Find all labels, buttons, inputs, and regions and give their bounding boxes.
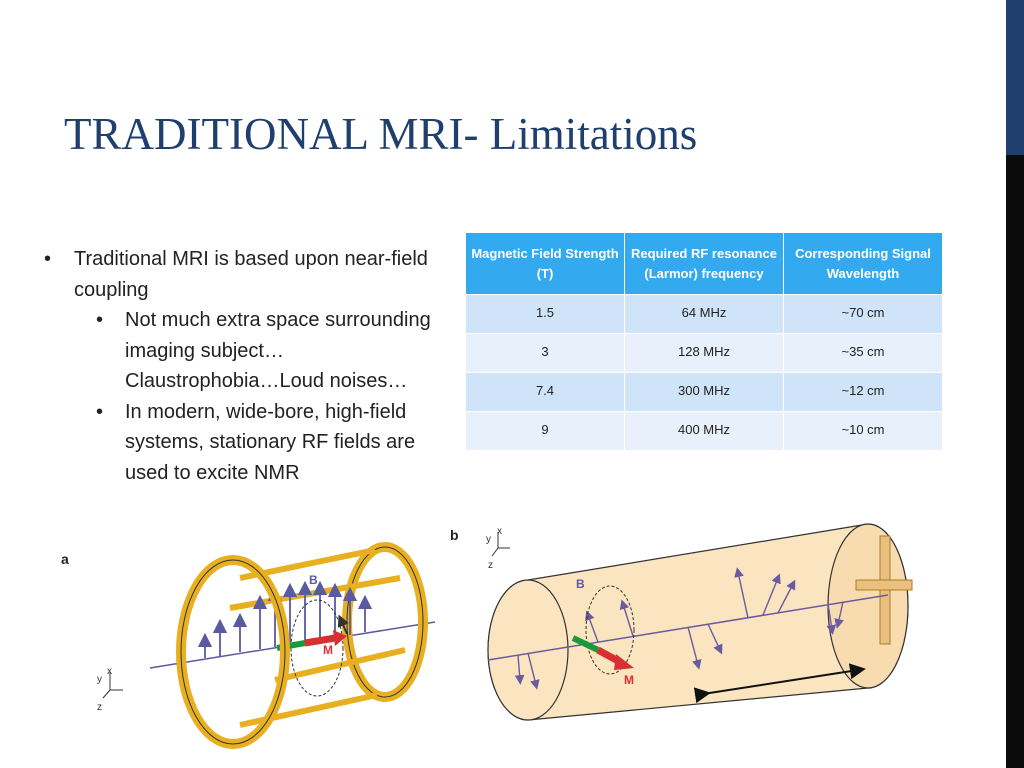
axis-label-y: y <box>97 674 102 685</box>
traveling-field-arrows <box>514 567 844 690</box>
wide-bore-figure: b B M y x z <box>450 523 913 721</box>
table-cell: ~35 cm <box>783 333 943 373</box>
coil-back-ring-outline <box>346 546 424 698</box>
bullet-list: Traditional MRI is based upon near-field… <box>40 244 440 488</box>
travel-direction-arrow <box>693 663 866 704</box>
axis-label-z: z <box>97 702 102 713</box>
header-larmor-frequency: Required RF resonance (Larmor) frequency <box>624 232 784 295</box>
bullet-sub-stationary-rf: In modern, wide-bore, high-field systems… <box>40 397 433 489</box>
rf-wavelength-table: Magnetic Field Strength (T) Required RF … <box>465 232 943 451</box>
right-edge-accent <box>1006 0 1024 155</box>
m-vector-head-b <box>614 654 634 670</box>
table-cell: ~70 cm <box>783 294 943 334</box>
antenna-cross <box>855 535 913 645</box>
table-cell: 400 MHz <box>624 411 784 451</box>
slide-title: TRADITIONAL MRI- Limitations <box>64 109 698 159</box>
axes-icon-b <box>491 532 510 557</box>
axis-label-x: x <box>107 666 112 677</box>
m-vector-red <box>304 634 336 647</box>
axis-label-y-b: y <box>486 534 491 545</box>
precession-path-b <box>585 585 635 675</box>
table-row: 1.5 64 MHz ~70 cm <box>465 294 943 334</box>
coil-front-ring-outline <box>180 559 286 745</box>
bullet-main: Traditional MRI is based upon near-field… <box>40 244 440 305</box>
table-cell: 64 MHz <box>624 294 784 334</box>
axes-icon-a <box>102 672 123 699</box>
axis-label-z-b: z <box>488 560 493 571</box>
panel-a-label: a <box>61 551 69 567</box>
table-row: 9 400 MHz ~10 cm <box>465 411 943 451</box>
rotation-arrow <box>337 614 349 635</box>
axis-label-x-b: x <box>497 526 502 537</box>
label-b-field-2: B <box>576 577 585 591</box>
m-vector-head <box>333 630 347 646</box>
label-b-field: B <box>309 573 318 587</box>
bore-cylinder-end <box>827 523 909 689</box>
header-wavelength: Corresponding Signal Wavelength <box>783 232 943 295</box>
table-cell: 3 <box>465 333 625 373</box>
table-cell: 7.4 <box>465 372 625 412</box>
birdcage-coil-figure: a B M y x z <box>61 542 436 749</box>
precession-path <box>290 599 344 697</box>
table-cell: ~10 cm <box>783 411 943 451</box>
panel-b-label: b <box>450 527 459 543</box>
table-cell: ~12 cm <box>783 372 943 412</box>
table-cell: 9 <box>465 411 625 451</box>
table-cell: 300 MHz <box>624 372 784 412</box>
table-row: 7.4 300 MHz ~12 cm <box>465 372 943 412</box>
table-row: 3 128 MHz ~35 cm <box>465 333 943 373</box>
bore-cylinder-front <box>487 579 569 721</box>
label-m-vector: M <box>323 643 333 657</box>
table-header-row: Magnetic Field Strength (T) Required RF … <box>465 232 943 295</box>
bullet-sub-claustrophobia: Not much extra space surrounding imaging… <box>40 305 433 397</box>
m-vector-green-b <box>571 635 600 653</box>
table-cell: 1.5 <box>465 294 625 334</box>
coil-front-ring <box>176 555 290 749</box>
header-field-strength: Magnetic Field Strength (T) <box>465 232 625 295</box>
right-edge-bar <box>1006 0 1024 768</box>
label-m-vector-2: M <box>624 673 634 687</box>
table-cell: 128 MHz <box>624 333 784 373</box>
